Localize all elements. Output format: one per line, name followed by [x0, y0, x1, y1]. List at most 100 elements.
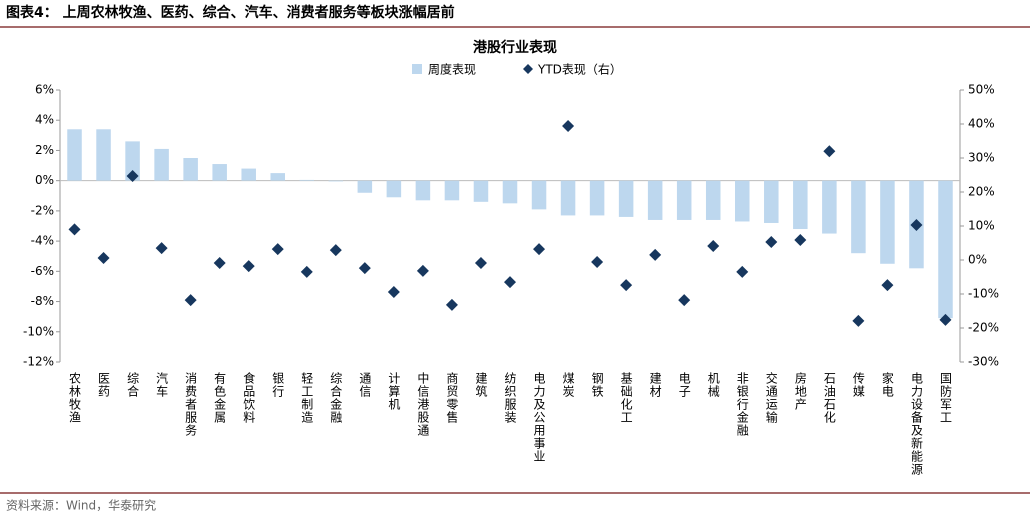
bar — [357, 180, 373, 193]
x-tick-label: 银行 — [271, 372, 285, 398]
diamond — [794, 233, 807, 246]
bar — [502, 180, 518, 204]
y-tick-label: -4% — [31, 234, 54, 248]
bar — [183, 158, 198, 181]
bar — [822, 180, 837, 234]
x-tick-label: 基础化工 — [619, 372, 633, 424]
y-tick-label: 2% — [35, 143, 54, 157]
legend-label: YTD表现（右） — [537, 62, 622, 77]
header-title: 图表4： 上周农林牧渔、医药、综合、汽车、消费者服务等板块涨幅居前 — [6, 4, 455, 21]
legend-swatch — [523, 64, 533, 74]
x-tick-label: 传媒 — [851, 371, 865, 398]
diamond — [126, 170, 139, 183]
x-tick-label: 中信港股通 — [416, 371, 430, 437]
bar — [589, 180, 605, 216]
bar — [125, 141, 140, 181]
bar — [212, 164, 227, 181]
y2-tick-label: 10% — [968, 219, 995, 233]
y2-tick-label: 0% — [968, 253, 987, 267]
diamond — [852, 314, 865, 327]
y2-tick-label: 20% — [968, 185, 995, 199]
y-tick-label: -2% — [31, 203, 54, 217]
x-tick-label: 房地产 — [793, 371, 807, 411]
x-tick-label: 煤炭 — [561, 372, 575, 398]
x-tick-label: 消费者服务 — [184, 372, 198, 437]
y2-tick-label: -20% — [968, 321, 999, 335]
bar — [531, 180, 547, 210]
diamond — [300, 265, 313, 278]
bar — [851, 180, 866, 254]
diamond — [765, 235, 778, 248]
x-tick-label: 综合 — [126, 372, 140, 398]
diamond — [939, 313, 952, 326]
y2-tick-label: 30% — [968, 151, 995, 165]
x-tick-label: 机械 — [706, 372, 720, 398]
x-tick-label: 食品饮料 — [242, 371, 256, 424]
x-tick-label: 轻工制造 — [300, 372, 314, 424]
bar — [938, 180, 953, 319]
bar — [473, 180, 489, 202]
x-tick-label: 石油石化 — [822, 372, 836, 424]
source: 资料来源：Wind，华泰研究 — [6, 498, 156, 513]
x-tick-label: 钢铁 — [590, 372, 604, 398]
legend-swatch — [412, 64, 422, 74]
y-tick-label: 4% — [35, 113, 54, 127]
diamond — [881, 279, 894, 292]
diamond — [620, 279, 633, 292]
diamond — [213, 257, 226, 270]
bar — [270, 173, 285, 181]
y-tick-label: 6% — [35, 83, 54, 97]
bar — [676, 180, 692, 220]
x-tick-label: 电力及公用事业 — [532, 372, 546, 463]
x-tick-label: 通信 — [358, 372, 372, 398]
x-tick-label: 医药 — [97, 372, 111, 398]
diamond — [736, 265, 749, 278]
bar — [328, 180, 344, 182]
x-tick-label: 交通运输 — [764, 371, 778, 424]
bar — [618, 180, 634, 217]
diamond — [358, 262, 371, 275]
bar — [96, 129, 111, 181]
x-tick-label: 有色金属 — [213, 372, 227, 424]
bar — [647, 180, 663, 220]
bar — [560, 180, 576, 216]
bar — [793, 180, 808, 230]
x-tick-label: 电力设备及新能源 — [909, 372, 923, 476]
diamond — [271, 243, 284, 256]
diamond — [533, 243, 546, 256]
x-tick-label: 纺织服装 — [503, 372, 517, 424]
diamond — [707, 240, 720, 253]
y-tick-label: -6% — [31, 264, 54, 278]
y-tick-label: 0% — [35, 173, 54, 187]
x-tick-label: 建材 — [648, 372, 662, 398]
diamond — [387, 285, 400, 298]
diamond — [678, 294, 691, 307]
diamond — [155, 242, 168, 255]
x-tick-label: 农林牧渔 — [68, 372, 82, 424]
diamond — [910, 218, 923, 231]
x-tick-label: 电子 — [677, 372, 691, 398]
bar — [241, 168, 256, 181]
diamond — [562, 120, 575, 133]
legend-label: 周度表现 — [428, 62, 476, 77]
diamond — [184, 294, 197, 307]
y-tick-label: -8% — [31, 294, 54, 308]
bar — [386, 180, 402, 198]
y-tick-label: -10% — [23, 324, 54, 338]
y-tick-label: -12% — [23, 355, 54, 369]
chart-title: 港股行业表现 — [473, 39, 557, 56]
bar — [735, 180, 750, 222]
bar — [299, 179, 315, 181]
diamond — [474, 257, 487, 270]
y2-tick-label: -30% — [968, 355, 999, 369]
bar — [764, 180, 779, 223]
bar — [705, 180, 721, 220]
x-tick-label: 汽车 — [155, 371, 169, 398]
y2-tick-label: 50% — [968, 83, 995, 97]
x-tick-label: 家电 — [880, 371, 894, 398]
x-tick-label: 国防军工 — [938, 372, 952, 424]
bar — [415, 180, 431, 201]
bar — [444, 180, 460, 201]
y2-tick-label: 40% — [968, 117, 995, 131]
